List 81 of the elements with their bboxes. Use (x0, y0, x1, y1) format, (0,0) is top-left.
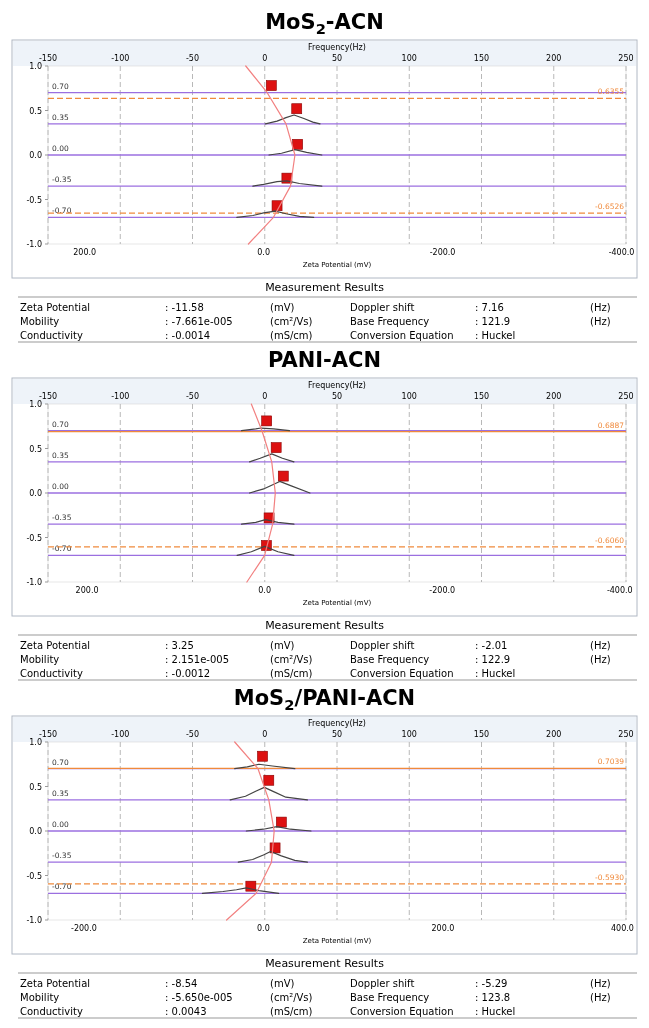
x2-tick-label: -150 (38, 392, 58, 401)
y-tick-label: 0.0 (29, 827, 42, 836)
x2-tick-label: 50 (331, 730, 343, 739)
x-tick-label: -200.0 (71, 924, 97, 933)
text: Conductivity : -0.0012 (mS/cm) (20, 668, 313, 679)
x2-tick-label: 100 (401, 392, 417, 401)
x2-tick-label: 0 (262, 392, 268, 401)
x2-tick-label: -150 (38, 54, 58, 63)
y-tick-label: -0.5 (26, 195, 42, 205)
x2-tick-label: 150 (473, 54, 490, 63)
x2-tick-label: 50 (331, 392, 343, 401)
x-tick-label: 200.0 (431, 924, 455, 933)
x2-tick-label: 0 (262, 54, 268, 63)
x2-tick-label: 150 (473, 392, 490, 401)
text: Conversion Equation : Huckel (350, 1006, 516, 1017)
y-tick-label: 0.0 (29, 489, 42, 498)
x2-tick-label: 200 (546, 392, 562, 401)
x2-tick-label: 200 (546, 730, 562, 739)
x-tick-label: 200.0 (75, 586, 99, 595)
text: Base Frequency : 123.8 (Hz) (350, 992, 611, 1003)
y-tick-label: -0.5 (26, 871, 42, 881)
y-tick-label: 0.5 (29, 782, 42, 792)
x2-tick-label: -50 (185, 54, 200, 63)
x-tick-label: -400.0 (606, 586, 633, 595)
y-tick-label: 0.5 (29, 106, 42, 116)
x2-tick-label: -50 (185, 730, 200, 739)
x2-tick-label: -50 (185, 392, 200, 401)
y-tick-label: 1.0 (29, 400, 42, 409)
y-tick-label: -0.5 (26, 533, 42, 543)
x2-tick-label: 150 (473, 730, 490, 739)
x-tick-label: 200.0 (73, 248, 97, 257)
y-tick-label: -1.0 (26, 916, 42, 925)
x2-tick-label: 250 (618, 392, 634, 401)
text: Doppler shift : 7.16 (Hz) (350, 302, 611, 313)
text: Zeta Potential : 3.25 (mV) (20, 640, 295, 651)
x2-tick-label: -100 (111, 54, 130, 63)
text: Doppler shift : -5.29 (Hz) (350, 978, 611, 989)
text: Conversion Equation : Huckel (350, 330, 516, 341)
x-tick-label: -200.0 (429, 248, 456, 257)
y-tick-label: 1.0 (29, 62, 42, 71)
x2-tick-label: -150 (38, 730, 58, 739)
text: Mobility : 2.151e-005 (cm²/Vs) (20, 654, 313, 665)
text: Base Frequency : 121.9 (Hz) (350, 316, 611, 327)
y-tick-label: -1.0 (26, 578, 42, 587)
chart-title: MoS$_{2}$/PANI-ACN (233, 686, 416, 713)
x2-axis-title: Frequency(Hz) (308, 381, 366, 390)
text: Conductivity : -0.0014 (mS/cm) (20, 330, 313, 341)
x-tick-label: 400.0 (610, 924, 634, 933)
y-tick-label: -1.0 (26, 240, 42, 249)
x2-axis-title: Frequency(Hz) (308, 43, 366, 52)
y-tick-label: 1.0 (29, 738, 42, 747)
x2-tick-label: -100 (111, 730, 130, 739)
x2-tick-label: 200 (546, 54, 562, 63)
chart-title: MoS$_{2}$-ACN (265, 10, 384, 37)
text: Conductivity : 0.0043 (mS/cm) (20, 1006, 313, 1017)
x2-tick-label: 250 (618, 730, 634, 739)
text: Mobility : -5.650e-005 (cm²/Vs) (20, 992, 313, 1003)
x2-tick-label: 50 (331, 54, 343, 63)
text: Measurement Results (265, 619, 385, 632)
text: Zeta Potential : -11.58 (mV) (20, 302, 295, 313)
x2-tick-label: 100 (401, 730, 417, 739)
x-tick-label: -200.0 (429, 586, 456, 595)
text: Doppler shift : -2.01 (Hz) (350, 640, 611, 651)
x-tick-label: 0.0 (257, 248, 270, 257)
x2-axis-title: Frequency(Hz) (308, 719, 366, 728)
x-tick-label: 0.0 (258, 586, 272, 595)
x2-tick-label: 0 (262, 730, 268, 739)
x-tick-label: -400.0 (608, 248, 635, 257)
y-tick-label: 0.0 (29, 151, 42, 160)
x-tick-label: 0.0 (257, 924, 270, 933)
text: Zeta Potential : -8.54 (mV) (20, 978, 295, 989)
text: Measurement Results (265, 281, 385, 294)
text: Base Frequency : 122.9 (Hz) (350, 654, 611, 665)
x2-tick-label: 100 (401, 54, 417, 63)
y-tick-label: 0.5 (29, 444, 42, 454)
text: Mobility : -7.661e-005 (cm²/Vs) (20, 316, 313, 327)
chart-title: PANI-ACN (267, 348, 382, 372)
x2-tick-label: 250 (618, 54, 634, 63)
x2-tick-label: -100 (111, 392, 130, 401)
text: Conversion Equation : Huckel (350, 668, 516, 679)
text: Measurement Results (265, 957, 385, 970)
